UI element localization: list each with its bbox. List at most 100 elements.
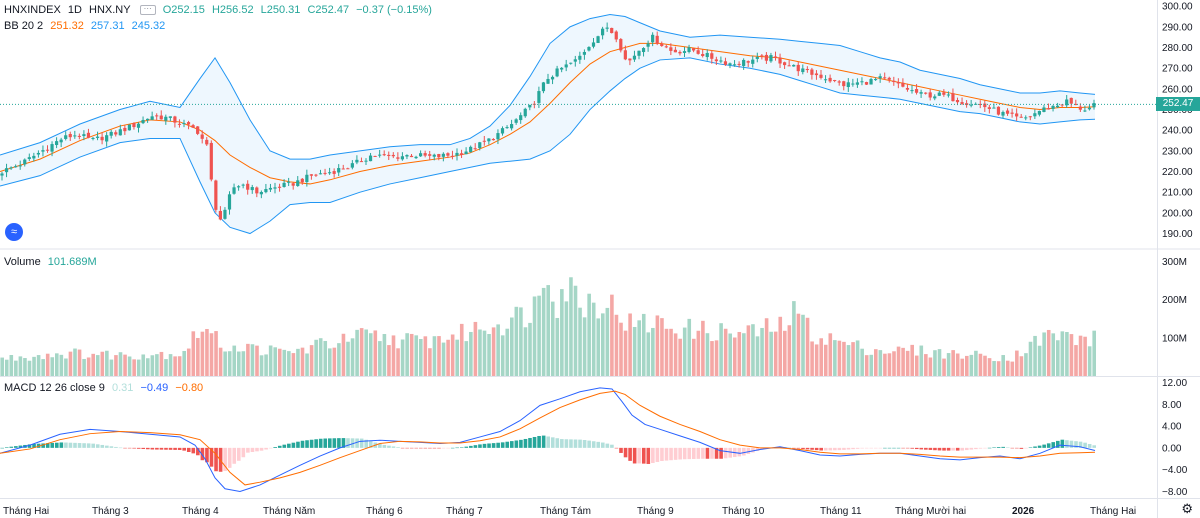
- candle-body: [459, 153, 464, 155]
- candle-body: [605, 27, 609, 29]
- volume-bar: [673, 333, 678, 376]
- candle-body: [714, 59, 718, 62]
- candle-body: [851, 83, 855, 85]
- volume-bar: [9, 354, 14, 376]
- candle-body: [141, 119, 145, 124]
- volume-bar: [737, 331, 742, 376]
- candle-body: [277, 186, 282, 188]
- macd-histogram-bar: [655, 447, 660, 462]
- macd-histogram-bar: [68, 442, 73, 448]
- macd-histogram-bar: [842, 447, 846, 450]
- macd-legend[interactable]: MACD 12 26 close 9 0.31 −0.49 −0.80: [4, 382, 207, 394]
- volume-bar: [946, 353, 951, 376]
- symbol-name[interactable]: HNXINDEX: [4, 4, 61, 16]
- volume-bar: [419, 339, 423, 376]
- volume-bar: [910, 344, 914, 376]
- volume-bar: [1065, 332, 1069, 376]
- macd-histogram-bar: [350, 438, 355, 448]
- macd-histogram-bar: [1092, 445, 1096, 448]
- candle-body: [596, 36, 600, 43]
- macd-histogram-bar: [510, 441, 514, 448]
- candle-body: [1015, 113, 1019, 117]
- volume-bar: [510, 317, 514, 376]
- volume-bar: [892, 351, 896, 376]
- macd-legend-hist: 0.31: [111, 382, 134, 394]
- macd-histogram-bar: [687, 447, 692, 460]
- gear-icon[interactable]: ⚙: [1181, 501, 1193, 516]
- volume-bar: [23, 358, 27, 376]
- macd-histogram-bar: [837, 447, 842, 451]
- candle-body: [937, 92, 941, 96]
- macd-histogram-bar: [500, 442, 505, 448]
- candle-body: [473, 148, 477, 150]
- macd-histogram-bar: [173, 447, 177, 450]
- candle-body: [614, 31, 618, 40]
- macd-histogram-bar: [4, 447, 9, 448]
- macd-histogram-bar: [801, 447, 805, 450]
- candle-body: [623, 50, 627, 60]
- candle-body: [123, 127, 127, 132]
- macd-histogram-bar: [473, 445, 478, 448]
- volume-bar: [1083, 336, 1087, 376]
- volume-bar: [478, 329, 482, 376]
- volume-tick-label: 100M: [1162, 333, 1187, 344]
- volume-bar: [541, 287, 546, 376]
- tradingview-icon[interactable]: ≈: [5, 223, 23, 241]
- candle-body: [86, 132, 91, 138]
- candle-body: [328, 172, 332, 174]
- candle-body: [573, 59, 577, 62]
- volume-bar: [874, 349, 878, 376]
- candle-body: [769, 55, 773, 62]
- macd-histogram-bar: [282, 444, 287, 448]
- macd-histogram-bar: [505, 441, 510, 448]
- candle-body: [409, 155, 414, 158]
- macd-histogram-bar: [168, 447, 173, 450]
- volume-bar: [796, 313, 801, 376]
- candle-body: [405, 155, 409, 157]
- macd-histogram-bar: [64, 442, 68, 448]
- candle-body: [268, 187, 273, 190]
- macd-histogram-bar: [186, 447, 191, 452]
- macd-histogram-bar: [423, 447, 428, 449]
- volume-bar: [296, 348, 300, 376]
- macd-histogram-bar: [992, 447, 996, 448]
- bb-legend[interactable]: BB 20 2 251.32 257.31 245.32: [4, 20, 169, 32]
- volume-bar: [810, 341, 814, 376]
- candle-body: [359, 161, 364, 163]
- volume-bar: [168, 354, 173, 376]
- volume-bar: [928, 357, 933, 376]
- macd-histogram-bar: [55, 442, 59, 448]
- volume-bar: [432, 336, 437, 376]
- macd-histogram-bar: [59, 442, 64, 448]
- volume-bar: [1078, 335, 1083, 376]
- volume-bar: [118, 352, 123, 376]
- candle-body: [0, 173, 4, 176]
- macd-histogram-bar: [164, 447, 168, 450]
- macd-histogram-bar: [528, 437, 532, 448]
- candle-body: [491, 139, 495, 141]
- macd-histogram-bar: [874, 447, 878, 449]
- candle-body: [23, 159, 27, 165]
- volume-bar: [127, 356, 132, 376]
- macd-histogram-bar: [414, 447, 419, 449]
- macd-histogram-bar: [482, 443, 487, 448]
- interval-label[interactable]: 1D: [67, 4, 82, 16]
- macd-histogram-bar: [0, 447, 4, 449]
- more-options-icon[interactable]: ···: [139, 5, 156, 16]
- candle-body: [887, 77, 891, 80]
- volume-bar: [400, 339, 405, 376]
- volume-legend[interactable]: Volume 101.689M: [4, 256, 101, 268]
- macd-histogram-bar: [382, 444, 387, 448]
- volume-bar: [14, 360, 18, 376]
- time-tick-label: Tháng 10: [722, 506, 765, 517]
- time-tick-label: 2026: [1012, 506, 1035, 517]
- candle-body: [651, 34, 655, 43]
- candle-body: [696, 50, 700, 54]
- candle-body: [678, 51, 682, 54]
- candle-body: [687, 47, 691, 52]
- macd-histogram-bar: [177, 447, 182, 450]
- macd-histogram-bar: [32, 443, 36, 448]
- candle-body: [173, 116, 177, 123]
- candle-body: [1087, 107, 1092, 110]
